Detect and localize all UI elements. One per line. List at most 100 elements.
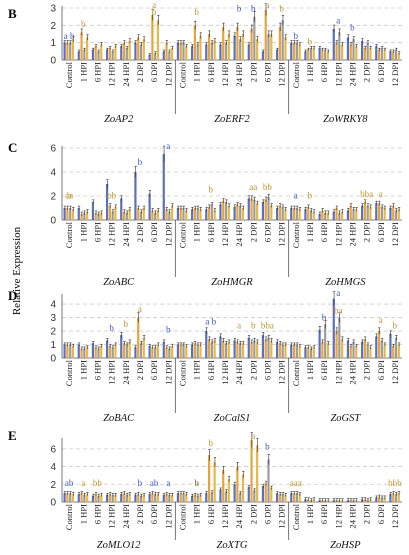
bar bbox=[66, 42, 69, 60]
x-tick-label: 1 HPI bbox=[78, 62, 88, 82]
bar bbox=[171, 47, 174, 60]
bar bbox=[233, 340, 236, 358]
bar bbox=[304, 209, 307, 220]
bar bbox=[346, 37, 350, 60]
bar bbox=[122, 42, 126, 60]
x-tick-label: 2 DPI bbox=[362, 222, 372, 242]
bar bbox=[284, 37, 287, 60]
bar bbox=[380, 340, 383, 358]
y-tick-label: 1 bbox=[50, 340, 56, 351]
significance-letter: b bbox=[294, 31, 299, 41]
bar bbox=[80, 32, 83, 60]
bar bbox=[162, 341, 165, 358]
bar bbox=[185, 494, 188, 502]
bar bbox=[182, 42, 185, 60]
significance-letter: b bbox=[67, 190, 72, 200]
x-tick-label: 12 HPI bbox=[107, 62, 117, 87]
gene-group-label: ZoHMGS bbox=[325, 277, 366, 288]
bar bbox=[338, 212, 341, 220]
bar bbox=[318, 214, 321, 220]
bar bbox=[256, 445, 259, 502]
significance-letter: b bbox=[124, 319, 129, 329]
bar bbox=[63, 344, 66, 358]
significance-letter: b bbox=[138, 157, 143, 167]
x-tick-label: Control bbox=[177, 503, 187, 530]
bar bbox=[389, 333, 392, 358]
bar bbox=[71, 209, 75, 220]
x-tick-label: 1 HPI bbox=[78, 504, 88, 524]
x-tick-label: 2 DPI bbox=[135, 504, 145, 524]
bar bbox=[236, 466, 239, 502]
bar bbox=[366, 344, 369, 358]
bar bbox=[278, 27, 281, 60]
bar bbox=[352, 209, 355, 220]
bar bbox=[307, 347, 310, 358]
bar bbox=[281, 206, 284, 220]
bar bbox=[363, 339, 366, 358]
significance-letter: a bbox=[138, 304, 142, 314]
gene-group-label: ZoBAC bbox=[103, 413, 135, 424]
bar bbox=[292, 344, 296, 358]
x-tick-label: 2 DPI bbox=[362, 360, 372, 380]
bar bbox=[108, 47, 111, 60]
bar bbox=[128, 494, 131, 502]
x-tick-label: 2 DPI bbox=[135, 360, 145, 380]
bar bbox=[264, 339, 267, 358]
bar bbox=[66, 493, 69, 502]
bar bbox=[324, 324, 327, 358]
x-tick-label: 24 HPI bbox=[347, 222, 357, 247]
bar bbox=[182, 344, 185, 358]
significance-letter: a bbox=[379, 315, 383, 325]
bar bbox=[270, 340, 273, 358]
significance-letter: a bbox=[336, 16, 340, 26]
bar bbox=[213, 462, 216, 502]
significance-letter: aaa bbox=[290, 478, 302, 488]
x-tick-label: 2 DPI bbox=[362, 62, 372, 82]
y-axis-label: Relative Expression bbox=[11, 226, 23, 316]
panel-b: B 0 1 2 3 Control 1 HPI 6 HPI 12 HPI 24 HPI 2 DPI 6… bbox=[8, 0, 402, 125]
bar bbox=[264, 199, 267, 220]
bar bbox=[318, 500, 321, 502]
x-tick-label: Control bbox=[64, 221, 74, 248]
significance-letter: aa bbox=[65, 190, 73, 200]
bar bbox=[213, 40, 216, 60]
bar bbox=[148, 494, 151, 502]
bar bbox=[139, 211, 143, 220]
bar bbox=[69, 493, 72, 502]
y-tick-label: 0 bbox=[50, 56, 56, 67]
bar bbox=[253, 490, 256, 502]
bar bbox=[239, 39, 242, 60]
bar bbox=[338, 317, 341, 358]
bar bbox=[176, 42, 180, 60]
bar bbox=[236, 27, 239, 60]
x-tick-label: 1 HPI bbox=[192, 62, 202, 82]
x-tick-label: 1 HPI bbox=[192, 504, 202, 524]
x-tick-label: 6 HPI bbox=[206, 360, 216, 380]
bar bbox=[108, 494, 111, 502]
bar bbox=[375, 497, 378, 502]
bar bbox=[100, 494, 103, 502]
significance-letter: ba bbox=[334, 306, 343, 316]
significance-letter: b bbox=[393, 320, 398, 330]
y-tick-label: 2 bbox=[50, 480, 56, 491]
bar bbox=[369, 47, 372, 60]
bar bbox=[162, 154, 165, 220]
x-tick-label: 6 DPI bbox=[376, 360, 386, 380]
significance-letter: a bbox=[379, 189, 383, 199]
significance-letter: b bbox=[308, 190, 313, 200]
x-tick-label: 12 DPI bbox=[277, 62, 287, 87]
x-tick-label: Control bbox=[177, 359, 187, 386]
bar bbox=[295, 493, 298, 502]
bar bbox=[83, 494, 86, 502]
bar bbox=[83, 212, 86, 220]
bar bbox=[71, 494, 75, 502]
bar bbox=[309, 348, 313, 358]
significance-letter: b bbox=[81, 19, 86, 29]
bar bbox=[298, 345, 301, 358]
x-tick-label: 12 DPI bbox=[277, 504, 287, 529]
bar bbox=[205, 331, 208, 358]
bar bbox=[298, 494, 301, 502]
x-tick-label: 12 HPI bbox=[333, 222, 343, 247]
gene-group-label: ZoHSP bbox=[330, 540, 361, 550]
